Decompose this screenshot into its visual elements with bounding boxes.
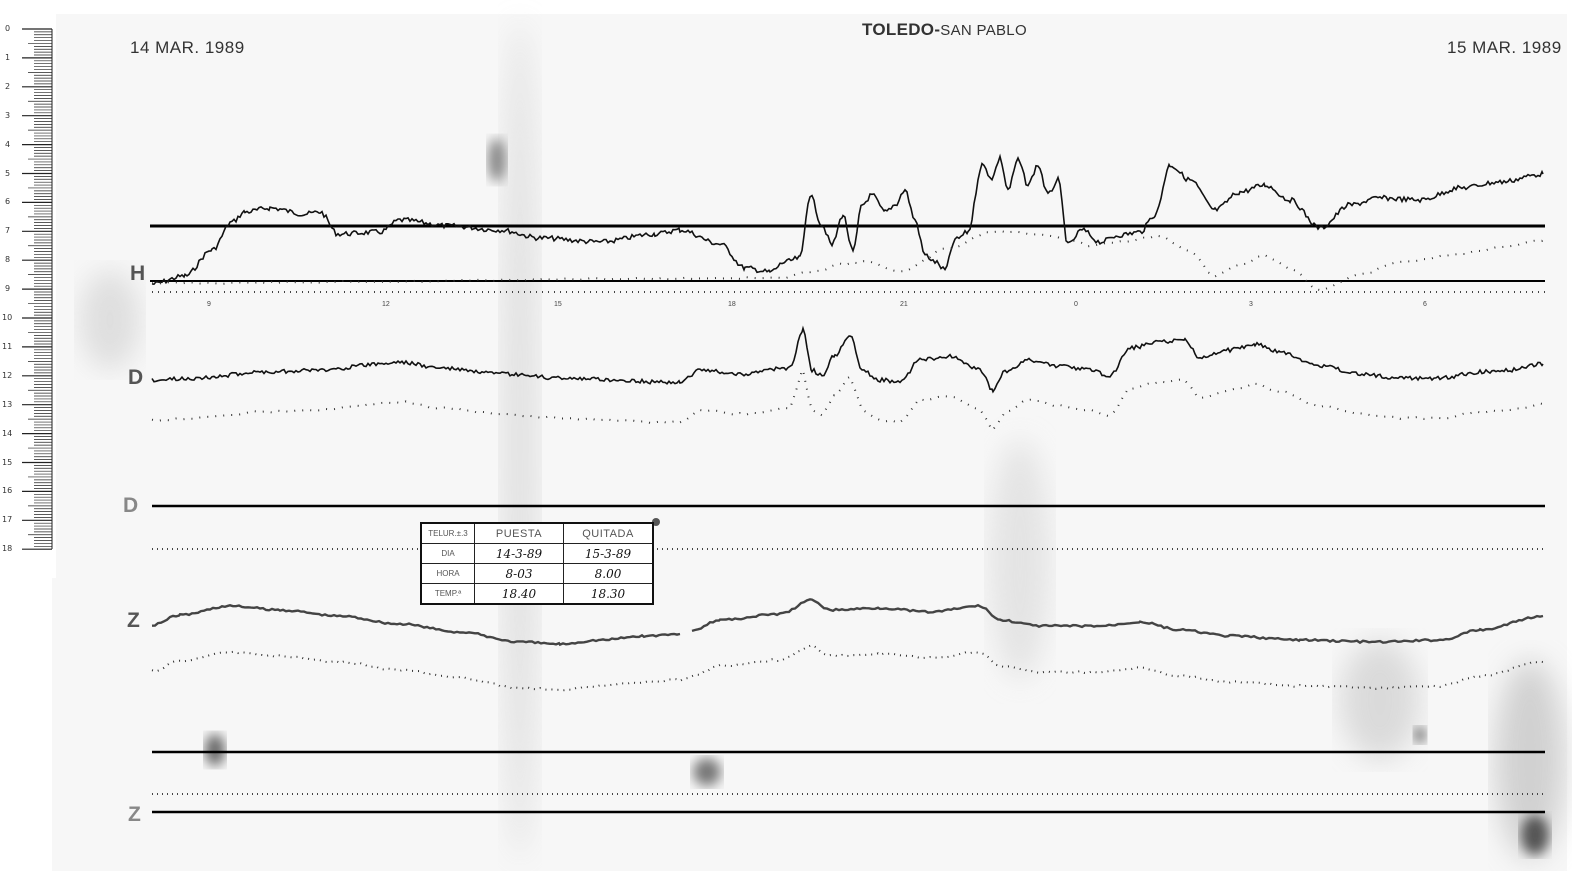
z-trace (151, 598, 1544, 647)
d2-label: D (123, 494, 139, 517)
ruler-label: 7 (5, 226, 11, 236)
station-title: TOLEDO-SAN PABLO (862, 20, 1027, 40)
col-quitada: QUITADA (563, 522, 654, 544)
h-trace (151, 153, 1544, 286)
station-name: TOLEDO- (862, 20, 941, 39)
d-label: D (128, 366, 144, 389)
hour-mark: 18 (728, 301, 736, 308)
d-trace (151, 325, 1544, 394)
hour-mark: 21 (900, 301, 908, 308)
ruler-label: 16 (2, 486, 13, 496)
ruler-label: 1 (5, 52, 11, 62)
end-date: 15 MAR. 1989 (1447, 38, 1562, 57)
ruler-label: 8 (5, 255, 11, 265)
hour-mark: 9 (207, 301, 211, 308)
z-label: Z (127, 609, 140, 632)
station-subname: SAN PABLO (940, 22, 1027, 39)
ruler-label: 3 (5, 110, 11, 120)
start-date: 14 MAR. 1989 (130, 38, 245, 57)
z-dotted-trace (151, 644, 1544, 692)
temp-quitada: 18.30 (563, 583, 654, 605)
ruler-label: 17 (2, 515, 13, 525)
hora-quitada: 8.00 (563, 563, 654, 584)
card-corner: TELUR.±.3 (420, 522, 475, 544)
temp-puesta: 18.40 (474, 583, 564, 605)
ruler-label: 5 (5, 168, 11, 178)
h-label: H (130, 262, 146, 285)
ruler-label: 9 (5, 284, 11, 294)
hour-mark: 6 (1423, 301, 1427, 308)
row-hora: HORA (420, 563, 475, 584)
z2-label: Z (128, 803, 141, 826)
hour-mark: 3 (1249, 301, 1253, 308)
dia-quitada: 15-3-89 (563, 543, 654, 564)
col-puesta: PUESTA (474, 522, 564, 544)
ruler-label: 10 (2, 313, 13, 322)
ruler-label: 18 (2, 544, 13, 554)
ruler-label: 11 (2, 341, 13, 351)
dia-puesta: 14-3-89 (474, 543, 564, 564)
ruler-label: 0 (5, 24, 11, 33)
ruler-label: 12 (2, 370, 13, 380)
ruler-label: 2 (5, 81, 11, 91)
installation-card: TELUR.±.3 PUESTA QUITADA DIA 14-3-89 15-… (420, 522, 654, 605)
hour-mark: 15 (554, 301, 562, 308)
ruler-ticks (22, 28, 53, 550)
hour-mark: 0 (1074, 301, 1078, 308)
ruler-label: 13 (2, 399, 13, 409)
ruler-label: 14 (2, 428, 13, 438)
ruler-label: 6 (5, 197, 11, 207)
hora-puesta: 8-03 (474, 563, 564, 584)
row-temp: TEMP.ª (420, 583, 475, 605)
ruler-label: 15 (2, 457, 13, 467)
hour-mark: 12 (382, 301, 390, 308)
row-dia: DIA (420, 543, 475, 564)
d-dotted-trace (151, 368, 1544, 432)
ruler-label: 4 (5, 139, 11, 149)
scale-ruler: 0 1 2 3 4 5 6 7 8 9 10 11 12 13 14 15 16 17 18 (0, 0, 56, 578)
